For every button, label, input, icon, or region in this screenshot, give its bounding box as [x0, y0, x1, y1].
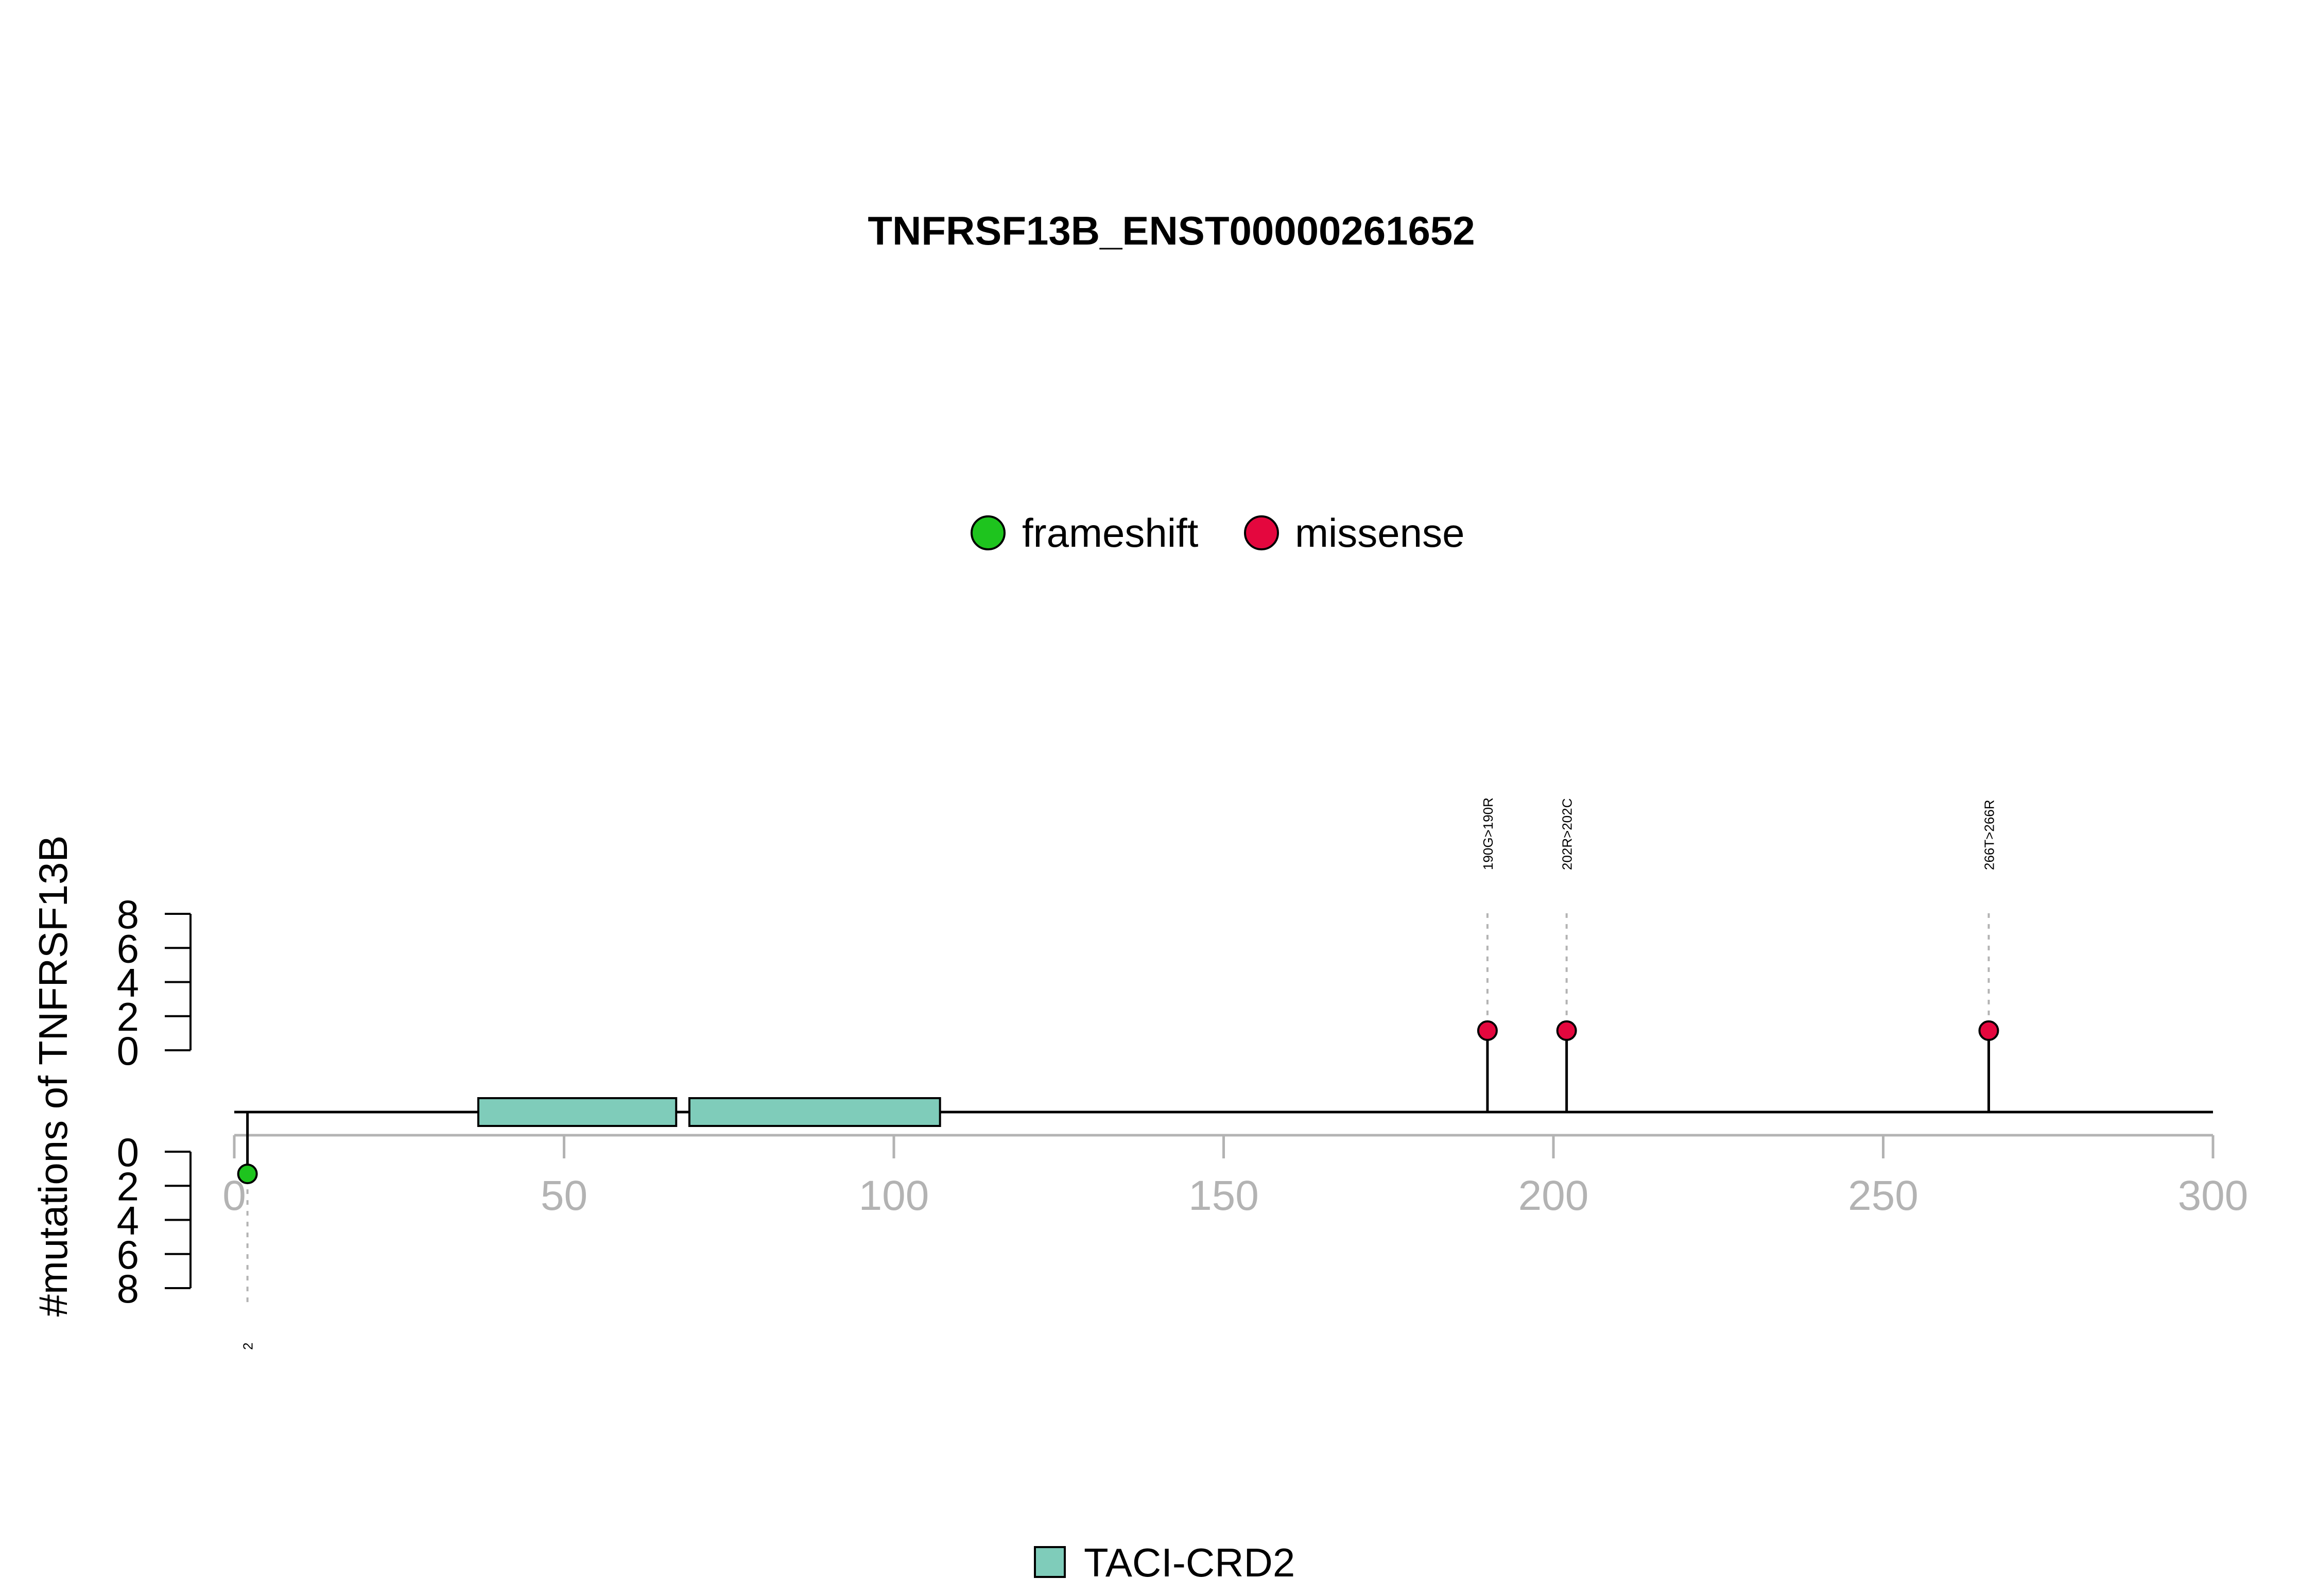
- y-tick-label-lower: 8: [117, 1266, 139, 1311]
- mutation-point-missense: [1556, 1020, 1577, 1041]
- mutation-point-frameshift: [237, 1164, 258, 1185]
- mutation-label: 2: [240, 1343, 256, 1350]
- y-tick-label-lower: 6: [117, 1232, 139, 1277]
- x-tick-label: 300: [2178, 1172, 2249, 1219]
- y-tick-label-upper: 4: [117, 960, 139, 1005]
- y-tick-label-upper: 8: [117, 892, 139, 937]
- mutation-label: 202R>202C: [1560, 799, 1575, 871]
- legend-missense-marker: [1244, 515, 1279, 550]
- y-tick-label-upper: 2: [117, 994, 139, 1039]
- x-tick-label: 250: [1848, 1172, 1918, 1219]
- mutation-lollipops: 2 190G>190R 202R>202C 266T>266R: [237, 797, 1999, 1350]
- domain-boxes: [477, 1097, 941, 1127]
- y-axis-label: #mutations of TNFRSF13B: [30, 836, 76, 1317]
- y-tick-label-lower: 0: [117, 1130, 139, 1175]
- x-tick-label: 100: [859, 1172, 929, 1219]
- mutation-label: 266T>266R: [1981, 800, 1997, 870]
- mutation-type-legend: frameshift missense: [971, 510, 1464, 556]
- legend-missense-label: missense: [1295, 510, 1464, 556]
- y-tick-label-lower: 2: [117, 1164, 139, 1209]
- mutation-point-missense: [1978, 1020, 1999, 1041]
- y-tick-label-lower: 4: [117, 1198, 139, 1243]
- legend-frameshift-marker: [971, 515, 1006, 550]
- legend-taci-crd2-label: TACI-CRD2: [1084, 1540, 1295, 1585]
- domain-box-taci-crd2: [688, 1097, 941, 1127]
- x-tick-label: 200: [1518, 1172, 1589, 1219]
- mutation-point-missense: [1477, 1020, 1498, 1041]
- domain-box-taci-crd2: [477, 1097, 678, 1127]
- x-tick-label: 150: [1188, 1172, 1259, 1219]
- legend-taci-crd2-swatch: [1034, 1546, 1066, 1578]
- y-tick-label-upper: 0: [117, 1028, 139, 1073]
- legend-frameshift-label: frameshift: [1022, 510, 1199, 556]
- domain-legend: TACI-CRD2: [1034, 1540, 1295, 1585]
- mutation-label: 190G>190R: [1480, 797, 1496, 870]
- x-tick-label: 50: [541, 1172, 587, 1219]
- chart-title: TNFRSF13B_ENST00000261652: [868, 208, 1475, 253]
- y-tick-label-upper: 6: [117, 926, 139, 971]
- x-axis: 0 50 100 150 200 250 300: [222, 1134, 2249, 1219]
